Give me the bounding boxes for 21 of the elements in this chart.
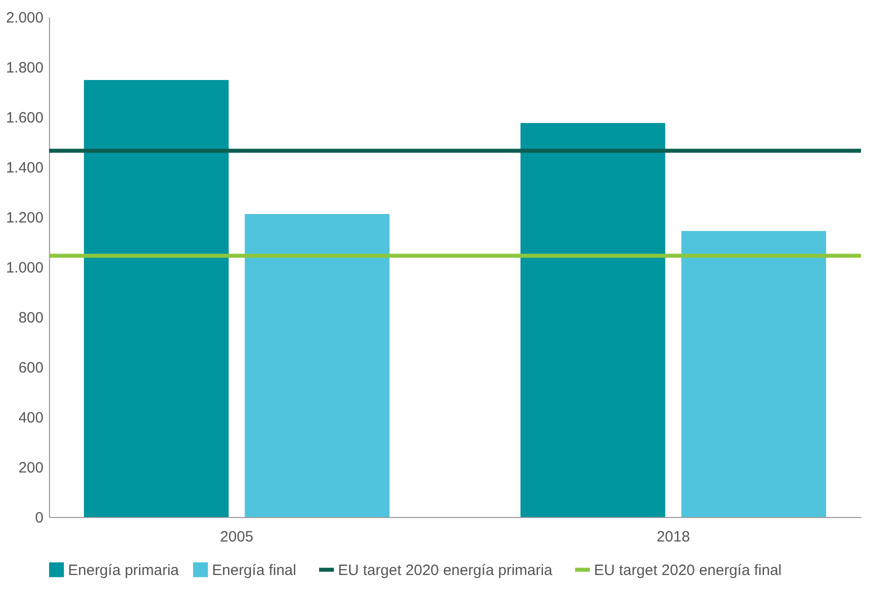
y-tick-label: 200 <box>18 460 44 476</box>
y-tick-label: 600 <box>18 360 44 376</box>
y-tick-label: 2.000 <box>6 10 44 26</box>
y-tick-label: 1.600 <box>6 110 44 126</box>
y-tick-label: 1.400 <box>6 160 44 176</box>
y-tick-label: 1.200 <box>6 210 44 226</box>
bar <box>520 123 666 517</box>
y-tick-label: 400 <box>18 410 44 426</box>
legend-label: Energía primaria <box>68 562 180 579</box>
x-tick-label: 2018 <box>656 528 690 546</box>
legend-label: EU target 2020 energía final <box>594 562 782 579</box>
y-tick-label: 0 <box>35 510 44 526</box>
bar <box>84 80 229 517</box>
y-tick-label: 800 <box>18 310 44 326</box>
legend-label: EU target 2020 energía primaria <box>338 562 553 579</box>
legend-label: Energía final <box>212 562 296 579</box>
x-tick-label: 2005 <box>220 528 254 546</box>
y-tick-label: 1.000 <box>6 260 44 276</box>
y-tick-label: 1.800 <box>6 60 44 76</box>
bar <box>244 214 390 517</box>
bar <box>681 231 826 517</box>
